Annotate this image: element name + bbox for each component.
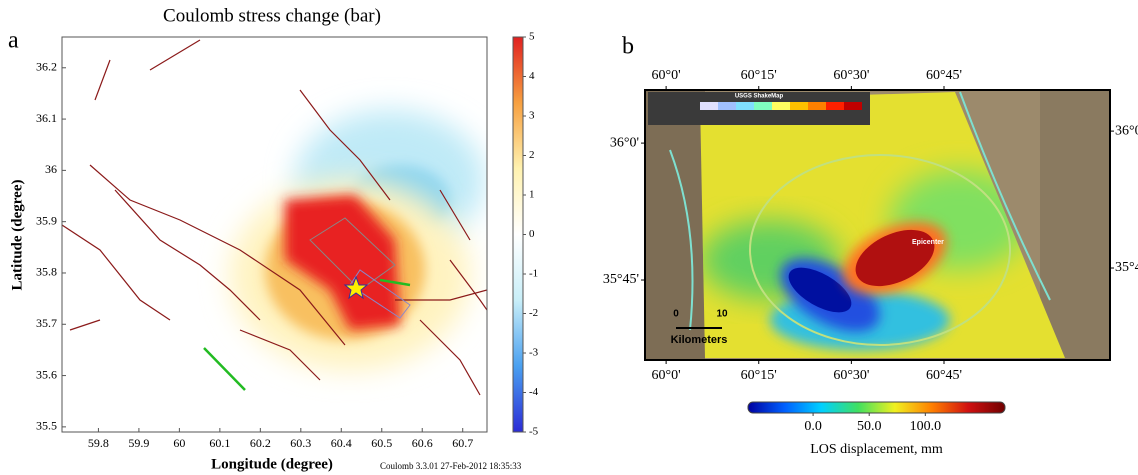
x-tick-label: 60°45'	[926, 368, 962, 383]
map-frame	[644, 89, 1111, 361]
footnote: Coulomb 3.3.01 27-Feb-2012 18:35:33	[380, 461, 522, 471]
colorbar-label: LOS displacement, mm	[810, 442, 943, 457]
x-tick-label: 60°0'	[652, 68, 681, 83]
panel-label: b	[622, 34, 634, 60]
y-tick-label: 36.1	[36, 111, 57, 125]
colorbar-tick-label: 4	[529, 70, 535, 82]
x-tick-label: 60.5	[371, 436, 392, 450]
colorbar-tick-label: 0.0	[804, 419, 822, 434]
y-tick-label: 35.9	[36, 213, 57, 227]
x-tick-label: 59.8	[88, 436, 109, 450]
colorbar-tick-label: -2	[529, 307, 538, 319]
colorbar	[512, 36, 524, 433]
x-tick-label: 60°30'	[833, 368, 869, 383]
annotation: Epicenter	[912, 239, 944, 246]
colorbar-tick-label: 100.0	[910, 419, 942, 434]
y-tick-label: 35.6	[36, 367, 57, 381]
x-tick-label: 60°30'	[833, 68, 869, 83]
x-tick-label: 60.6	[412, 436, 433, 450]
annotation: 10	[716, 309, 728, 320]
y-axis-label: Latitude (degree)	[9, 180, 25, 291]
y-tick-label: 35°45'	[603, 272, 639, 287]
colorbar-tick-label: -5	[529, 426, 539, 438]
y-tick-label: 36	[45, 162, 57, 176]
y-tick-label: 36°0'	[1115, 123, 1138, 138]
colorbar-tick-label: 3	[529, 110, 535, 122]
colorbar-tick-label: -4	[529, 386, 539, 398]
annotation: USGS ShakeMap	[735, 94, 784, 100]
colorbar-tick-label: -3	[529, 347, 539, 359]
panel-label: a	[8, 28, 19, 54]
colorbar-tick-label: 5	[529, 31, 535, 43]
x-tick-label: 60.7	[452, 436, 473, 450]
colorbar	[747, 401, 1006, 414]
x-axis-label: Longitude (degree)	[211, 456, 333, 472]
x-tick-label: 59.9	[128, 436, 149, 450]
x-tick-label: 60°0'	[652, 368, 681, 383]
y-tick-label: 36°0'	[610, 135, 639, 150]
x-tick-label: 60°15'	[741, 368, 777, 383]
annotation: 0	[673, 309, 679, 320]
colorbar-tick-label: 2	[529, 149, 535, 161]
y-tick-label: 36.2	[36, 60, 57, 74]
colorbar-tick-label: -1	[529, 268, 538, 280]
plot-frame	[61, 36, 488, 433]
x-tick-label: 60°45'	[926, 68, 962, 83]
y-tick-label: 35.5	[36, 419, 57, 433]
satellite-image	[645, 90, 1110, 360]
annotation: Kilometers	[671, 334, 728, 346]
x-tick-label: 60°15'	[741, 68, 777, 83]
x-tick-label: 60.3	[290, 436, 311, 450]
colorbar-tick-label: 0	[529, 228, 535, 240]
x-tick-label: 60.4	[331, 436, 352, 450]
x-tick-label: 60.2	[250, 436, 271, 450]
x-tick-label: 60.1	[209, 436, 230, 450]
colorbar-tick-label: 50.0	[857, 419, 882, 434]
x-tick-label: 60	[173, 436, 185, 450]
y-tick-label: 35°45'	[1115, 260, 1138, 275]
stress-field	[62, 39, 487, 396]
y-tick-label: 35.8	[36, 265, 57, 279]
y-tick-label: 35.7	[36, 316, 57, 330]
colorbar-tick-label: 1	[529, 189, 535, 201]
chart-title: Coulomb stress change (bar)	[163, 5, 381, 26]
